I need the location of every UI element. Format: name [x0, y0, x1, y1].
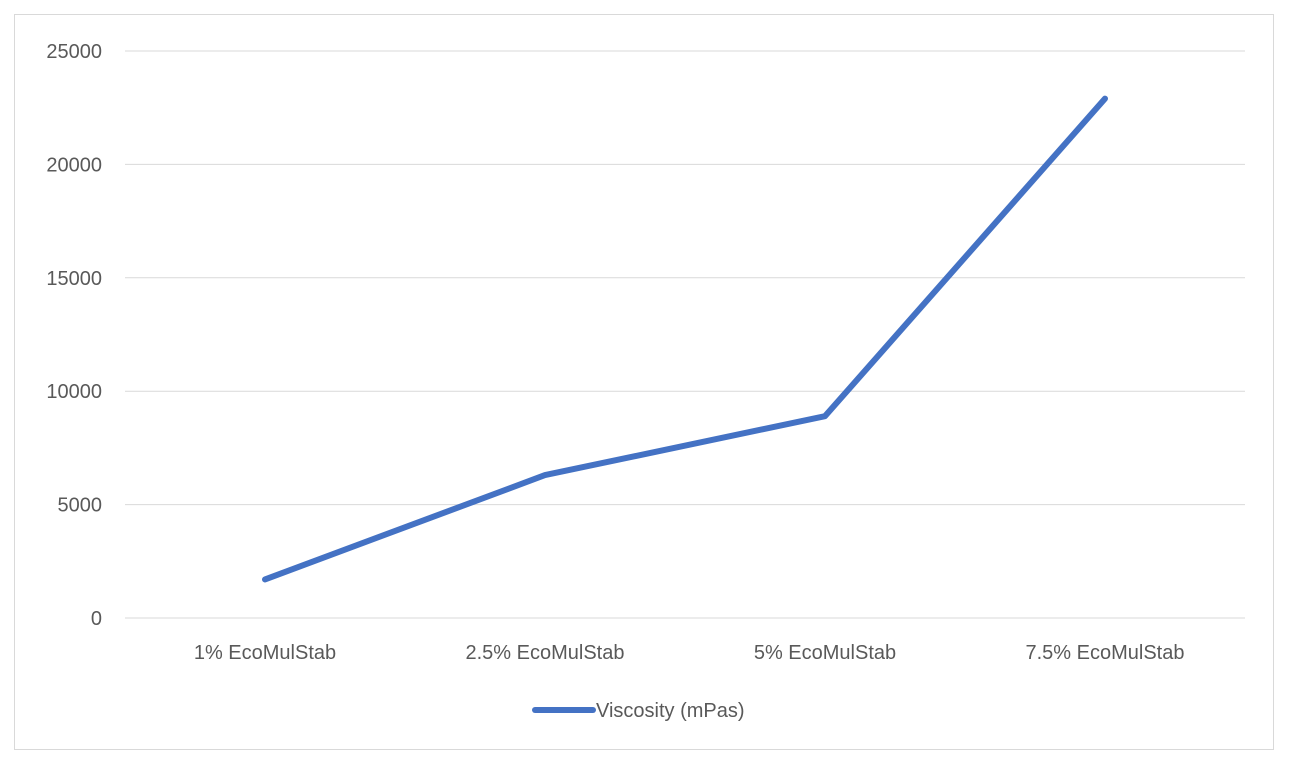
x-tick-label: 1% EcoMulStab — [194, 642, 336, 664]
legend-label: Viscosity (mPas) — [596, 700, 745, 722]
chart-frame — [14, 14, 1274, 750]
gridlines — [125, 50, 1245, 619]
y-tick-label: 5000 — [58, 495, 103, 517]
legend: Viscosity (mPas) — [532, 700, 745, 722]
series-layer — [262, 95, 1108, 583]
y-axis-tick-labels: 0 5000 10000 15000 20000 25000 — [46, 41, 102, 630]
x-tick-label: 7.5% EcoMulStab — [1026, 642, 1185, 664]
series-line-viscosity — [262, 95, 1108, 583]
x-tick-label: 2.5% EcoMulStab — [466, 642, 625, 664]
y-tick-label: 15000 — [46, 268, 102, 290]
x-tick-label: 5% EcoMulStab — [754, 642, 896, 664]
y-tick-label: 0 — [91, 608, 102, 630]
y-tick-label: 10000 — [46, 381, 102, 403]
y-tick-label: 20000 — [46, 154, 102, 176]
y-tick-label: 25000 — [46, 41, 102, 63]
x-axis-tick-labels: 1% EcoMulStab 2.5% EcoMulStab 5% EcoMulSta… — [194, 642, 1185, 664]
